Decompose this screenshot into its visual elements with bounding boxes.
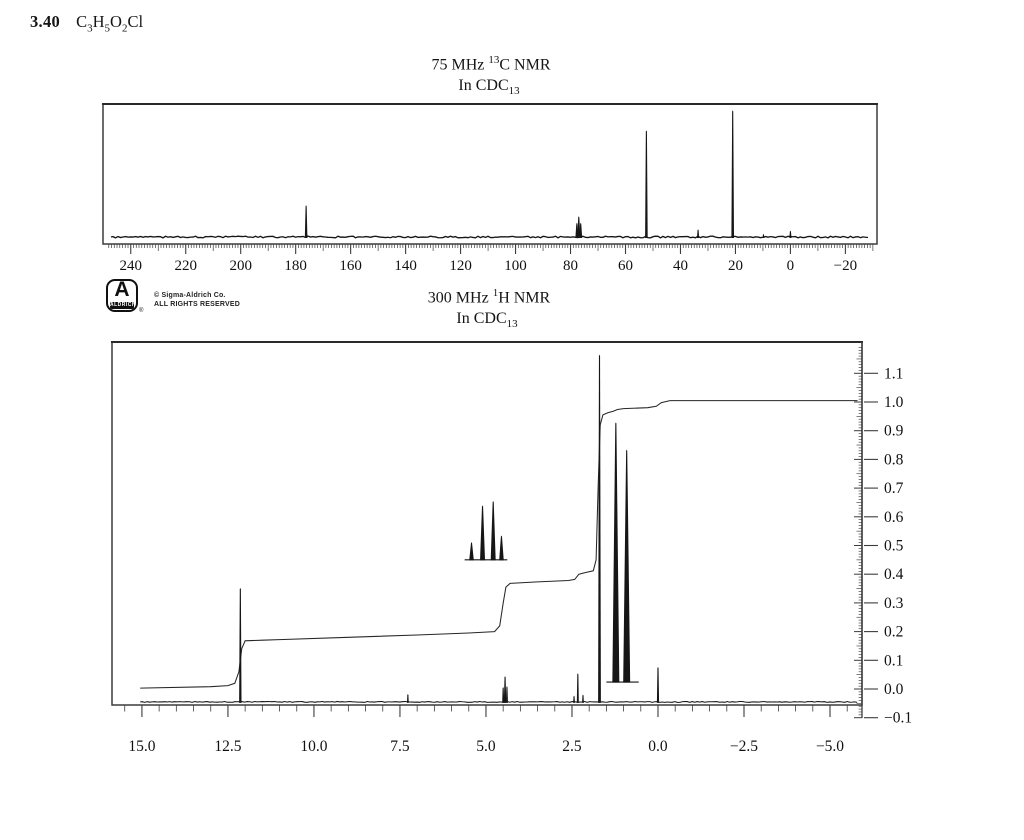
h1-peak bbox=[576, 673, 579, 703]
molecular-formula: C3H5O2Cl bbox=[76, 12, 144, 35]
h1-y-tick-label: 0.1 bbox=[884, 652, 903, 669]
h1-x-tick-label: 7.5 bbox=[390, 738, 410, 755]
h1-peak bbox=[406, 693, 409, 703]
h1-x-tick-label: 0.0 bbox=[648, 738, 668, 755]
h1-y-tick-label: −0.1 bbox=[884, 710, 912, 727]
h1-y-tick-label: 0.2 bbox=[884, 624, 903, 641]
h1-peak bbox=[505, 686, 508, 703]
h1-x-tick-label: 2.5 bbox=[562, 738, 582, 755]
aldrich-logo-mark: A ALDRICH bbox=[106, 279, 138, 312]
c13-peak bbox=[645, 130, 648, 238]
h1-spectrum-plot: 15.0 12.5 10.0 7.5 5.0 2.5 0.0 −2.5 −5.0 1.1 1.0 0.… bbox=[111, 341, 912, 755]
c13-x-tick-label: 120 bbox=[449, 258, 472, 274]
c13-peak bbox=[731, 110, 734, 238]
formula-subscript: 3 bbox=[87, 22, 93, 35]
h1-peak bbox=[582, 694, 584, 703]
inset-peak bbox=[612, 422, 620, 683]
c13-x-tick-label: 200 bbox=[229, 258, 252, 274]
inset-peak bbox=[469, 542, 474, 561]
aldrich-logo-letter: A bbox=[114, 278, 130, 301]
subscript-text: 13 bbox=[506, 318, 518, 331]
c13-x-tick-label: 40 bbox=[673, 258, 688, 274]
superscript-text: 1 bbox=[492, 287, 499, 299]
h1-peak bbox=[573, 695, 575, 703]
c13-peak bbox=[696, 229, 700, 238]
copyright-line2: ALL RIGHTS RESERVED bbox=[154, 301, 240, 309]
subscript-text: 13 bbox=[508, 85, 520, 98]
h1-baseline bbox=[140, 700, 858, 703]
h1-peak bbox=[239, 587, 242, 703]
c13-x-tick-label: 80 bbox=[563, 258, 578, 274]
aldrich-logo-name: ALDRICH bbox=[110, 301, 136, 309]
inset-peak bbox=[480, 505, 486, 561]
h1-peak bbox=[502, 686, 505, 703]
h1-y-tick-label: 0.4 bbox=[884, 566, 904, 583]
inset-peak bbox=[490, 501, 496, 561]
c13-x-tick-label: 0 bbox=[787, 258, 795, 274]
h1-x-tick-label: 15.0 bbox=[128, 738, 155, 755]
c13-x-tick-label: −20 bbox=[834, 258, 857, 274]
c13-x-tick-label: 220 bbox=[174, 258, 197, 274]
h1-y-tick-label: 1.0 bbox=[884, 394, 904, 411]
c13-x-tick-label: 140 bbox=[394, 258, 417, 274]
h1-spectrum-subtitle: In CDC13 bbox=[456, 310, 518, 331]
h1-x-axis-ticks bbox=[124, 705, 848, 717]
c13-x-axis-ticks bbox=[108, 244, 874, 254]
h1-right-axis: 1.1 1.0 0.9 0.8 0.7 0.6 0.5 0.4 0.3 0.2 0.1 0.0 −0.1 bbox=[854, 342, 912, 727]
copyright-line1: © Sigma-Aldrich Co. bbox=[154, 292, 226, 299]
c13-x-tick-label: 180 bbox=[284, 258, 307, 274]
h1-y-tick-label: 0.5 bbox=[884, 538, 904, 555]
c13-peaks bbox=[304, 110, 792, 238]
c13-spectrum-title: 75 MHz 13C NMR bbox=[431, 54, 551, 74]
h1-y-tick-label: 0.6 bbox=[884, 509, 904, 526]
c13-spectrum-subtitle: In CDC13 bbox=[458, 77, 520, 98]
h1-x-tick-label: −2.5 bbox=[730, 738, 758, 755]
h1-x-tick-label: −5.0 bbox=[816, 738, 844, 755]
c13-peak bbox=[579, 222, 583, 238]
h1-peak bbox=[656, 666, 660, 703]
h1-x-tick-label: 12.5 bbox=[214, 738, 241, 755]
problem-number: 3.40 bbox=[30, 12, 61, 31]
c13-peak bbox=[304, 205, 308, 238]
c13-x-tick-label: 60 bbox=[618, 258, 633, 274]
c13-x-tick-label: 100 bbox=[504, 258, 527, 274]
h1-x-tick-label: 5.0 bbox=[476, 738, 496, 755]
h1-y-tick-label: 1.1 bbox=[884, 365, 903, 382]
problem-header: 3.40 C3H5O2Cl bbox=[30, 12, 143, 34]
c13-spectrum-plot: 240 220 200 180 160 140 120 100 80 60 40 20 0 −20 bbox=[102, 103, 878, 274]
formula-subscript: 2 bbox=[121, 22, 128, 35]
h1-integral-trace bbox=[140, 400, 858, 689]
h1-spectrum-title: 300 MHz 1H NMR bbox=[427, 287, 551, 307]
copyright-text: © Sigma-Aldrich Co. ALL RIGHTS RESERVED bbox=[154, 291, 240, 309]
c13-peak bbox=[789, 230, 792, 238]
superscript-text: 13 bbox=[488, 54, 500, 66]
c13-peak bbox=[762, 233, 765, 238]
c13-x-tick-label: 240 bbox=[120, 258, 143, 274]
formula-subscript: 5 bbox=[104, 22, 111, 35]
h1-y-tick-label: 0.9 bbox=[884, 423, 904, 440]
h1-y-tick-label: 0.3 bbox=[884, 595, 904, 612]
inset-peak bbox=[499, 535, 504, 561]
c13-plot-frame bbox=[102, 103, 878, 245]
h1-plot-frame bbox=[111, 341, 863, 706]
h1-x-axis-labels: 15.0 12.5 10.0 7.5 5.0 2.5 0.0 −2.5 −5.0 bbox=[128, 738, 844, 755]
h1-y-tick-label: 0.7 bbox=[884, 480, 904, 497]
h1-peaks bbox=[239, 354, 660, 703]
c13-baseline bbox=[110, 235, 869, 239]
h1-inset-doublet-expansion bbox=[606, 422, 639, 683]
c13-x-tick-label: 160 bbox=[339, 258, 362, 274]
registered-trademark-mark: ® bbox=[139, 308, 144, 314]
c13-x-axis-labels: 240 220 200 180 160 140 120 100 80 60 40 20 0 −20 bbox=[120, 258, 858, 274]
h1-inset-quartet-expansion bbox=[464, 501, 508, 561]
c13-x-tick-label: 20 bbox=[728, 258, 743, 274]
h1-y-tick-label: 0.0 bbox=[884, 681, 904, 698]
h1-peak bbox=[598, 354, 601, 703]
h1-y-tick-label: 0.8 bbox=[884, 451, 904, 468]
h1-x-tick-label: 10.0 bbox=[300, 738, 327, 755]
h1-peak bbox=[503, 676, 507, 703]
aldrich-logo: A ALDRICH ® © Sigma-Aldrich Co. ALL RIGH… bbox=[106, 279, 306, 323]
inset-peak bbox=[623, 449, 631, 683]
